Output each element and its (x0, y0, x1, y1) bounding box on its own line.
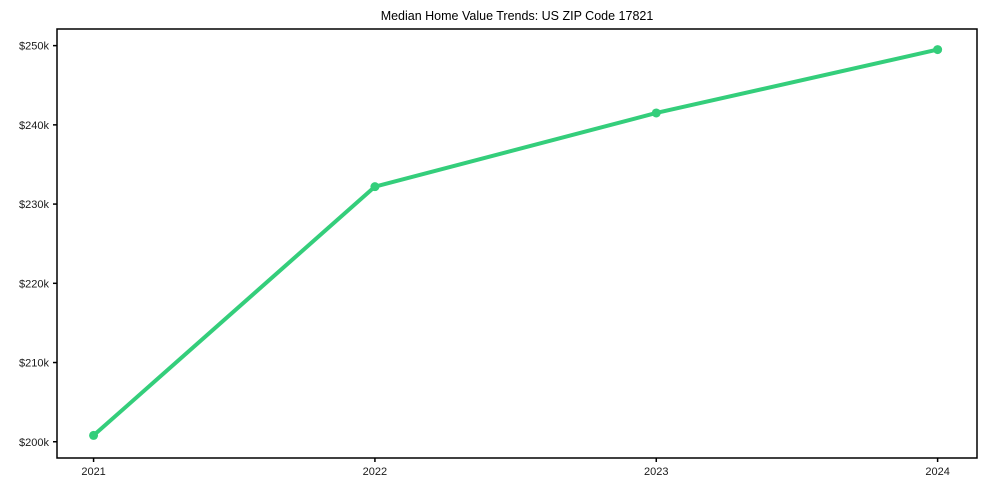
data-point-marker (651, 108, 661, 118)
x-tick-label: 2024 (925, 466, 949, 478)
data-point-marker (370, 182, 380, 192)
x-tick-label: 2023 (644, 466, 668, 478)
y-tick-label: $240k (19, 120, 49, 132)
x-tick-label: 2021 (81, 466, 105, 478)
data-point-marker (89, 430, 99, 440)
chart-title: Median Home Value Trends: US ZIP Code 17… (380, 9, 654, 23)
y-tick-label: $210k (19, 358, 49, 370)
plot-frame (56, 28, 978, 459)
y-tick-label: $220k (19, 278, 49, 290)
trend-line (91, 47, 940, 438)
data-point-marker (933, 45, 943, 55)
y-tick-label: $230k (19, 199, 49, 211)
y-tick-label: $250k (19, 41, 49, 53)
y-tick-label: $200k (19, 437, 49, 449)
x-tick-label: 2022 (363, 466, 387, 478)
